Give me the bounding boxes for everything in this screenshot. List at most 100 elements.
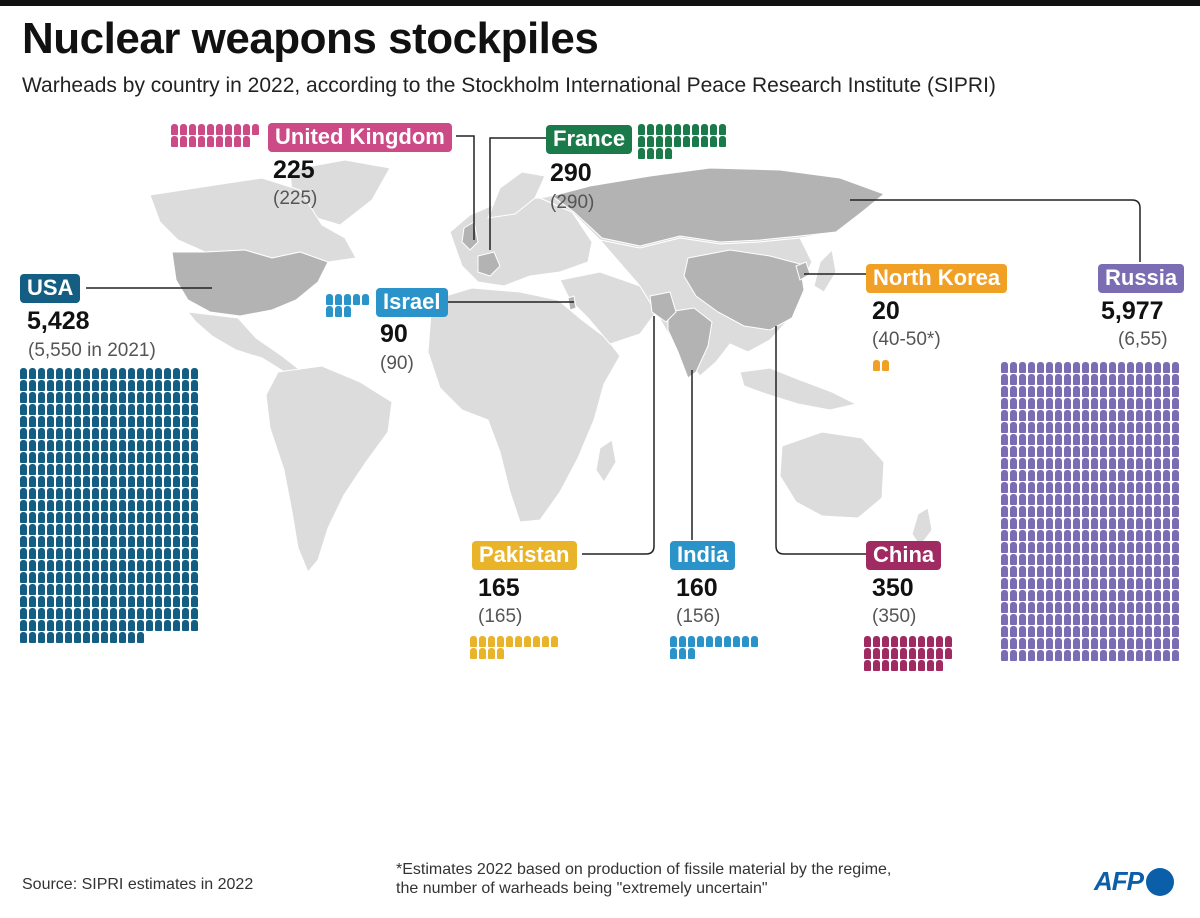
warhead-icon [1019, 422, 1026, 433]
warhead-icon [1136, 638, 1143, 649]
warhead-icon [1073, 602, 1080, 613]
warhead-icon [146, 440, 153, 451]
warhead-icon [74, 560, 81, 571]
warhead-icon [1118, 626, 1125, 637]
warhead-icon [1010, 422, 1017, 433]
warhead-icon [891, 636, 898, 647]
warhead-icon [20, 596, 27, 607]
warhead-icon [83, 608, 90, 619]
warhead-icon [665, 136, 672, 147]
warhead-icon [1154, 614, 1161, 625]
warhead-icon [146, 428, 153, 439]
warhead-icon [110, 488, 117, 499]
warhead-icon [180, 124, 187, 135]
warhead-icon [1109, 470, 1116, 481]
warhead-icon [1091, 590, 1098, 601]
warhead-icon [29, 620, 36, 631]
warhead-icon [56, 392, 63, 403]
warhead-icon [20, 488, 27, 499]
warhead-icon [1019, 554, 1026, 565]
warhead-icon [1073, 410, 1080, 421]
warhead-icon [137, 476, 144, 487]
warhead-icon [56, 584, 63, 595]
warhead-icon [110, 404, 117, 415]
warhead-icon [1145, 374, 1152, 385]
warhead-icon [20, 620, 27, 631]
warhead-icon [1172, 446, 1179, 457]
warhead-icon [146, 596, 153, 607]
warhead-icon [128, 464, 135, 475]
warhead-icon [119, 536, 126, 547]
warhead-icon [173, 572, 180, 583]
warhead-icon [20, 440, 27, 451]
value-india: 160 [676, 574, 718, 602]
warhead-icon [20, 584, 27, 595]
warhead-icon [38, 488, 45, 499]
warhead-icon [1055, 470, 1062, 481]
warhead-icon [1010, 614, 1017, 625]
warhead-icon [47, 428, 54, 439]
warhead-icon [1091, 554, 1098, 565]
warhead-icon [1109, 374, 1116, 385]
warhead-icon [155, 392, 162, 403]
warhead-icon [1010, 398, 1017, 409]
warhead-icon [1019, 650, 1026, 661]
warhead-icon [20, 572, 27, 583]
warhead-icon [1091, 626, 1098, 637]
warhead-icon [1145, 566, 1152, 577]
warhead-icon [470, 636, 477, 647]
warhead-icon [29, 488, 36, 499]
warhead-icon [1028, 494, 1035, 505]
warhead-icon [1001, 590, 1008, 601]
warhead-icon [1028, 530, 1035, 541]
label-pakistan: Pakistan [472, 541, 577, 570]
warhead-icon [936, 648, 943, 659]
warhead-icon [1064, 482, 1071, 493]
warhead-icon [1046, 626, 1053, 637]
warhead-icon [1163, 638, 1170, 649]
warhead-icon [1118, 470, 1125, 481]
warhead-icon [1028, 446, 1035, 457]
warhead-icon [1100, 578, 1107, 589]
warhead-icon [1019, 494, 1026, 505]
warhead-icon [1100, 614, 1107, 625]
warhead-icon [1154, 650, 1161, 661]
warhead-icon [29, 596, 36, 607]
warhead-icon [1028, 362, 1035, 373]
warhead-icon [191, 380, 198, 391]
warhead-icon [146, 548, 153, 559]
warhead-icon [119, 584, 126, 595]
warhead-icon [1019, 458, 1026, 469]
warhead-icon [56, 632, 63, 643]
warhead-icon [497, 636, 504, 647]
warhead-icon [92, 380, 99, 391]
warhead-icon [1163, 566, 1170, 577]
warhead-icon [692, 136, 699, 147]
warhead-icon [101, 524, 108, 535]
warhead-icon [182, 548, 189, 559]
warhead-icon [1055, 494, 1062, 505]
warhead-icon [65, 392, 72, 403]
warhead-icon [1001, 614, 1008, 625]
warhead-icon [38, 596, 45, 607]
warhead-icon [1055, 374, 1062, 385]
warhead-icon [1172, 362, 1179, 373]
warhead-icon [1163, 422, 1170, 433]
warhead-icon [29, 392, 36, 403]
warhead-icon [1163, 470, 1170, 481]
warhead-icon [1010, 446, 1017, 457]
warhead-icon [1091, 374, 1098, 385]
warhead-icon [1064, 398, 1071, 409]
warhead-icon [137, 548, 144, 559]
warhead-icon [1118, 518, 1125, 529]
warhead-icon [182, 416, 189, 427]
warhead-icon [1127, 458, 1134, 469]
warhead-icon [164, 608, 171, 619]
warhead-icon [29, 572, 36, 583]
warhead-icon [155, 560, 162, 571]
warhead-icon [1055, 554, 1062, 565]
warhead-icon [656, 124, 663, 135]
warhead-icon [1136, 410, 1143, 421]
warhead-icon [1136, 458, 1143, 469]
warhead-icon [1154, 446, 1161, 457]
